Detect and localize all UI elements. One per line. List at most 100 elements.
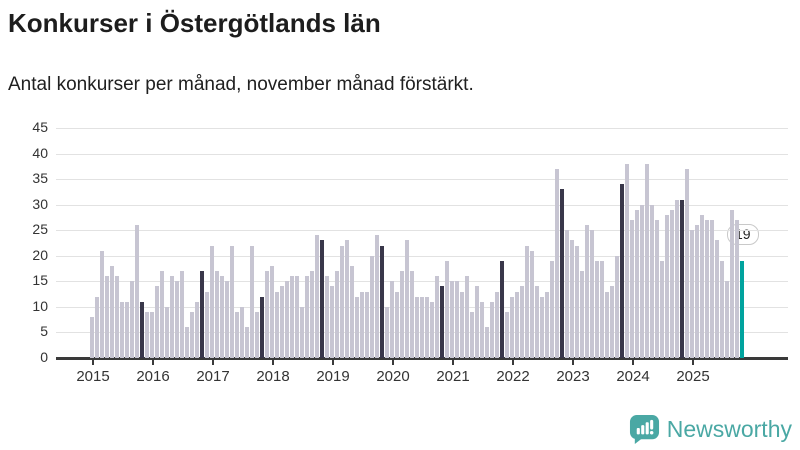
- bar: [249, 245, 254, 358]
- bar: [299, 306, 304, 358]
- bar: [484, 327, 489, 358]
- xtick-2020: [392, 358, 394, 365]
- bar: [394, 291, 399, 358]
- bar: [719, 260, 724, 358]
- bar: [94, 296, 99, 358]
- ytick-label-30: 30: [32, 195, 48, 212]
- bar: [339, 245, 344, 358]
- bar: [294, 276, 299, 358]
- bar: [534, 286, 539, 358]
- bar-november-2017: [259, 296, 264, 358]
- bar-november-2019: [379, 245, 384, 358]
- bar: [654, 220, 659, 358]
- xtick-label-2017: 2017: [196, 368, 230, 385]
- xtick-2024: [632, 358, 634, 365]
- bar: [369, 255, 374, 358]
- bar: [129, 281, 134, 358]
- bar-november-2016: [199, 271, 204, 358]
- xtick-2025: [692, 358, 694, 365]
- bar: [309, 271, 314, 358]
- bar: [449, 281, 454, 358]
- gridline-y15: [56, 281, 788, 283]
- bar: [254, 312, 259, 358]
- bar: [414, 296, 419, 358]
- bar: [109, 266, 114, 358]
- gridline-y45: [56, 128, 788, 129]
- bar: [614, 255, 619, 358]
- bar: [494, 291, 499, 358]
- bar: [239, 306, 244, 358]
- bar: [549, 260, 554, 358]
- bar: [474, 286, 479, 358]
- xtick-2015: [92, 358, 94, 365]
- bar: [324, 276, 329, 358]
- bar: [89, 317, 94, 358]
- bar: [539, 296, 544, 358]
- bar: [454, 281, 459, 358]
- bar: [469, 312, 474, 358]
- bar: [579, 271, 584, 358]
- gridline-y40: [56, 153, 788, 155]
- bar: [489, 301, 494, 358]
- bar: [269, 266, 274, 358]
- bar: [639, 204, 644, 358]
- bar: [554, 168, 559, 358]
- chart-subtitle: Antal konkurser per månad, november måna…: [8, 74, 474, 95]
- ytick-label-40: 40: [32, 144, 48, 161]
- bar: [729, 209, 734, 358]
- bar: [479, 301, 484, 358]
- bar: [684, 168, 689, 358]
- bar: [264, 271, 269, 358]
- bar: [444, 260, 449, 358]
- bar: [464, 276, 469, 358]
- xtick-2018: [272, 358, 274, 365]
- bar: [634, 209, 639, 358]
- xtick-2016: [152, 358, 154, 365]
- bar: [354, 296, 359, 358]
- ytick-label-35: 35: [32, 170, 48, 187]
- ytick-label-25: 25: [32, 221, 48, 238]
- bar: [699, 214, 704, 358]
- xtick-2023: [572, 358, 574, 365]
- bar: [429, 301, 434, 358]
- bar: [179, 271, 184, 358]
- bar: [589, 230, 594, 358]
- bar: [119, 301, 124, 358]
- bar: [374, 235, 379, 358]
- bar: [344, 240, 349, 358]
- bar: [244, 327, 249, 358]
- bar: [664, 214, 669, 358]
- bar: [564, 230, 569, 358]
- bar: [219, 276, 224, 358]
- bar: [334, 271, 339, 358]
- xtick-2019: [332, 358, 334, 365]
- bar: [709, 220, 714, 358]
- bar: [284, 281, 289, 358]
- bar: [649, 204, 654, 358]
- bar-november-2021: [499, 260, 504, 358]
- bar: [364, 291, 369, 358]
- bar: [419, 296, 424, 358]
- bar-november-2023: [619, 184, 624, 358]
- bar: [164, 306, 169, 358]
- bar-november-2015: [139, 301, 144, 358]
- gridline-y25: [56, 230, 788, 232]
- chart-title: Konkurser i Östergötlands län: [8, 8, 381, 38]
- bar: [304, 276, 309, 358]
- xtick-label-2016: 2016: [136, 368, 170, 385]
- bar: [124, 301, 129, 358]
- bar: [604, 291, 609, 358]
- bar: [584, 225, 589, 358]
- bar: [234, 312, 239, 358]
- bar: [644, 163, 649, 358]
- xtick-label-2021: 2021: [436, 368, 470, 385]
- gridline-y30: [56, 204, 788, 206]
- ytick-label-5: 5: [40, 323, 48, 340]
- bar: [289, 276, 294, 358]
- bar: [609, 286, 614, 358]
- bar: [424, 296, 429, 358]
- bar: [214, 271, 219, 358]
- bar: [529, 250, 534, 358]
- xtick-label-2025: 2025: [676, 368, 710, 385]
